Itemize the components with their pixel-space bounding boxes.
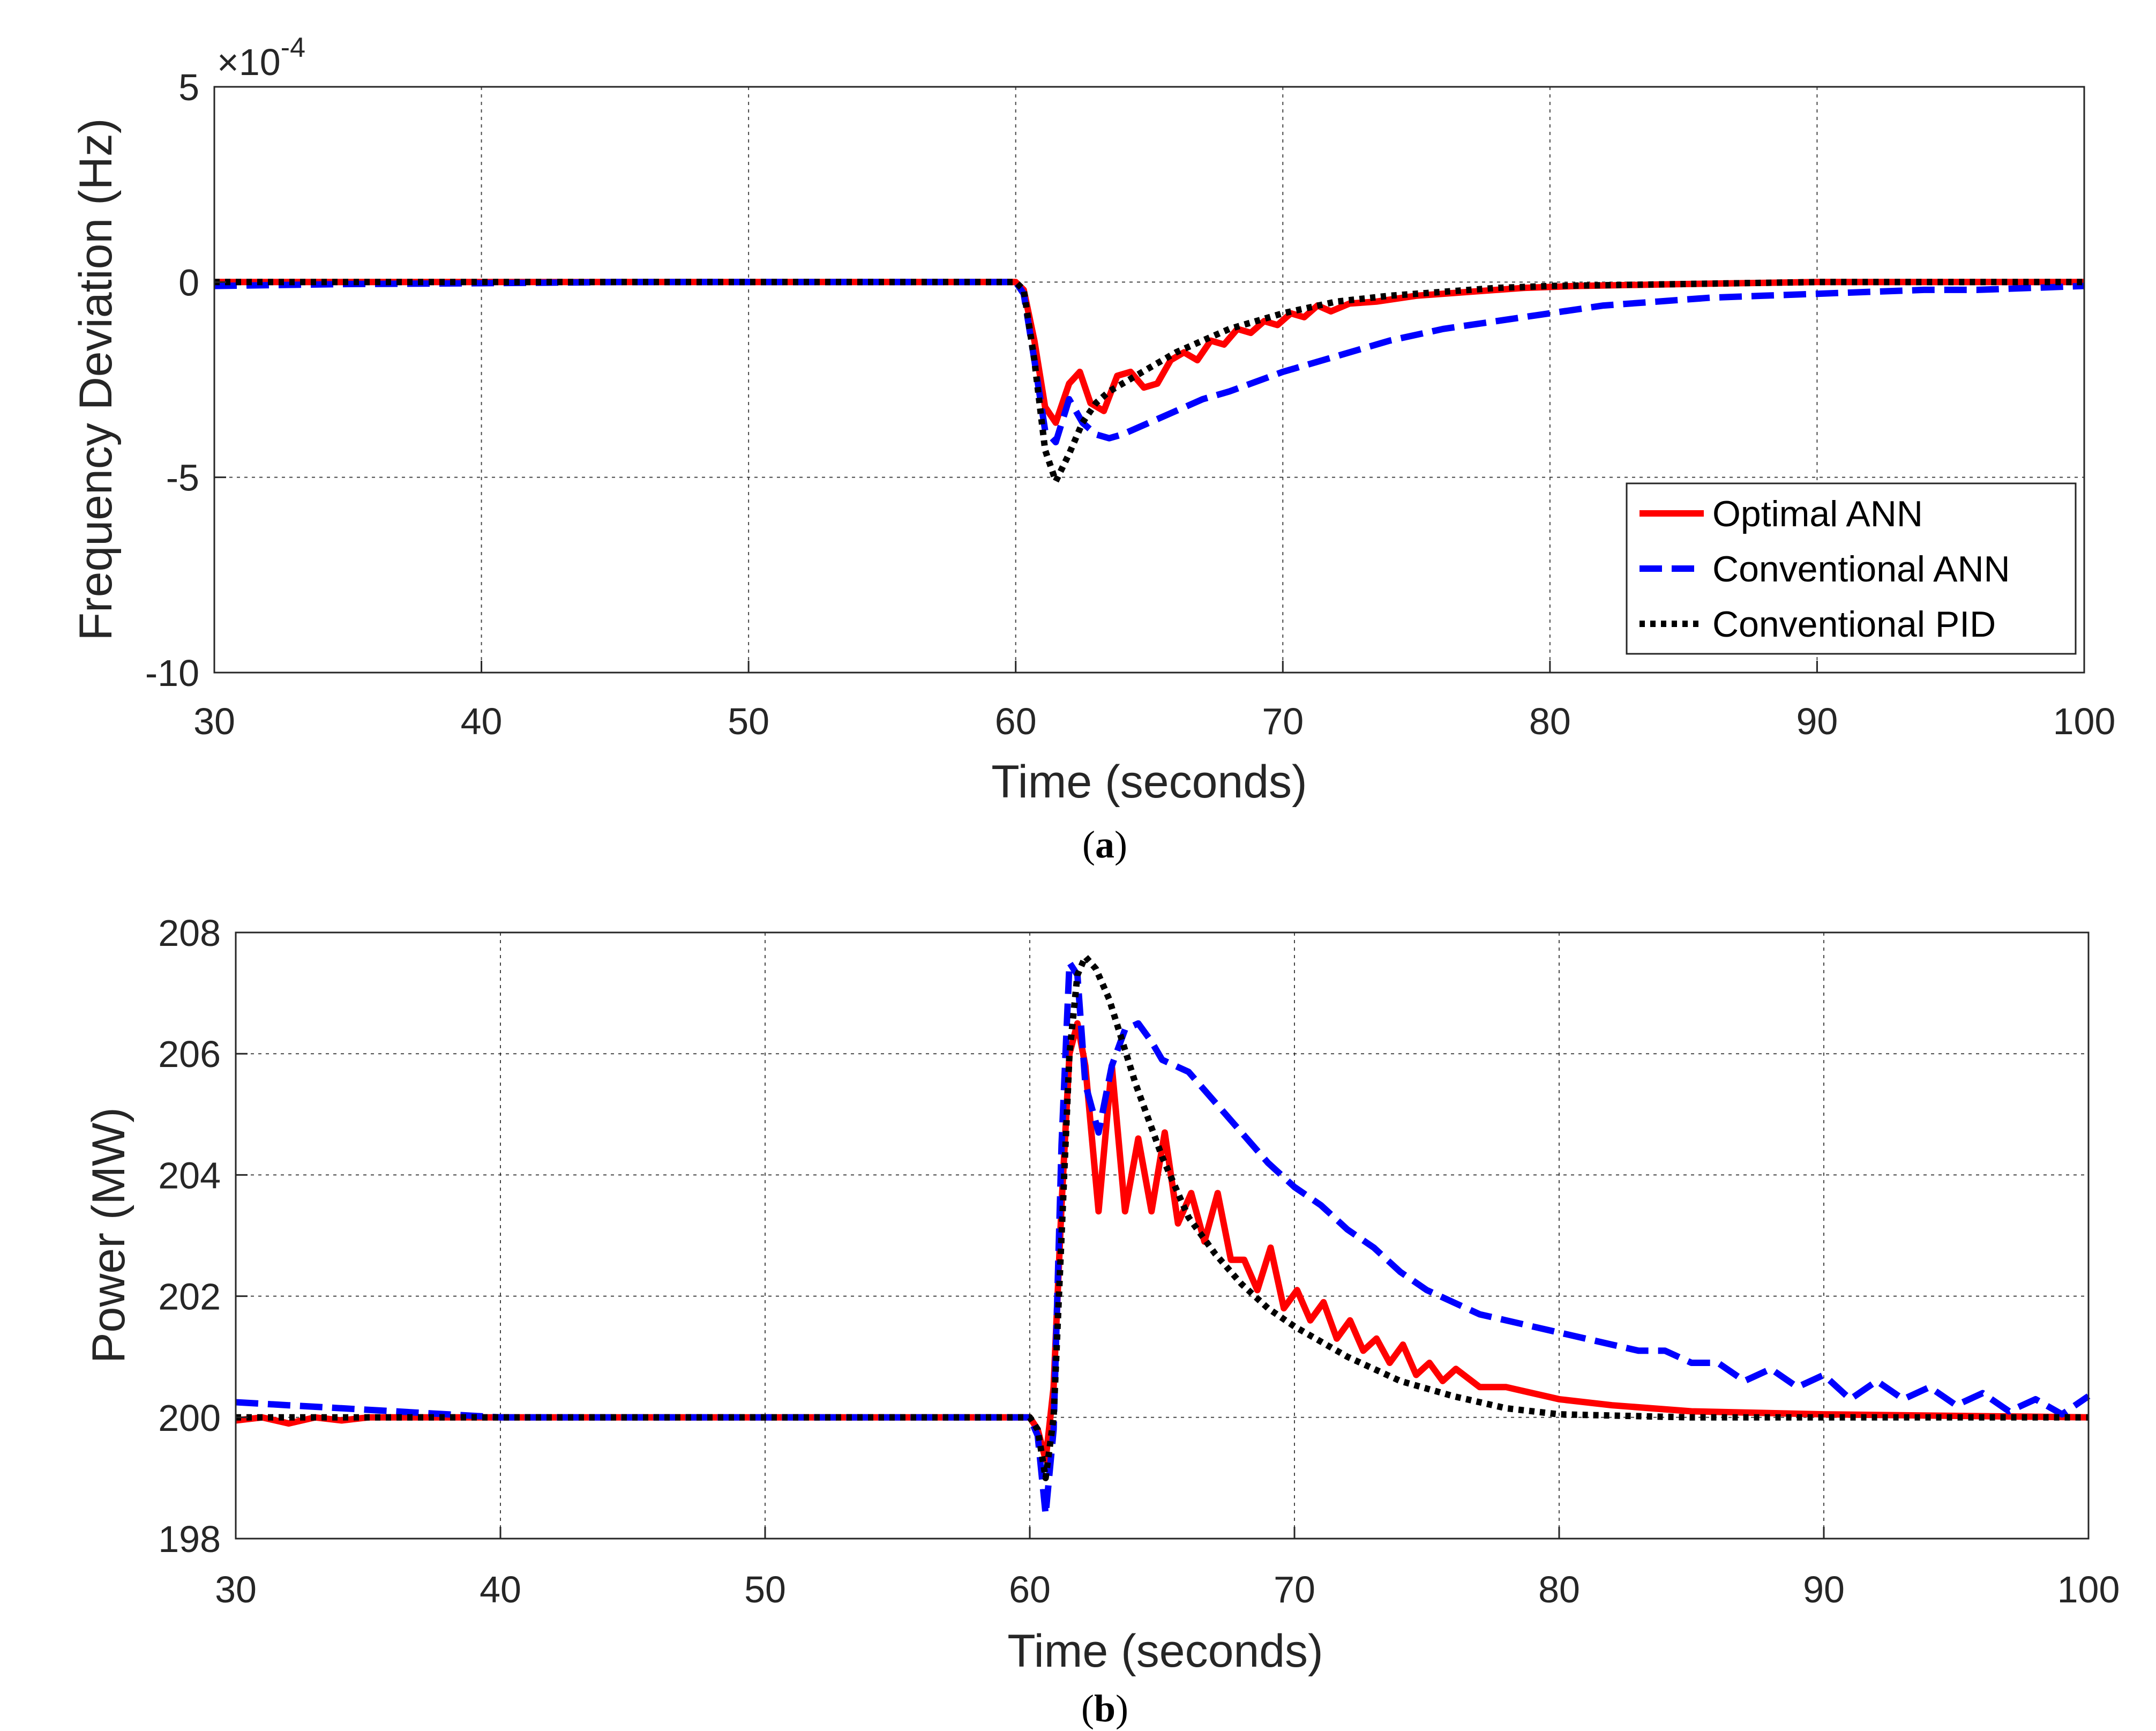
series-lines-b — [235, 953, 2091, 1518]
y-tick-label: 5 — [178, 66, 199, 108]
x-tick-label: 100 — [2057, 1569, 2120, 1610]
x-tick-label: 60 — [1009, 1569, 1051, 1610]
panel-label-b: (b) — [1081, 1687, 1128, 1730]
series-conventional-pid — [214, 279, 2084, 484]
y-tick-label: 202 — [158, 1276, 221, 1318]
x-tick-label: 50 — [728, 700, 769, 742]
x-tick-label: 40 — [461, 700, 503, 742]
series-conventional-ann — [214, 279, 2085, 446]
grid-b — [236, 932, 2088, 1539]
x-ticks-a: 30 40 50 60 70 80 90 100 — [193, 661, 2115, 742]
y-exponent-base: ×10 — [217, 41, 281, 83]
x-axis-label-b: Time (seconds) — [1007, 1625, 1323, 1677]
legend-label-optimal-ann: Optimal ANN — [1712, 494, 1923, 534]
x-tick-label: 50 — [744, 1569, 786, 1610]
y-ticks-b: 208 206 204 202 200 198 — [158, 912, 248, 1560]
legend: Optimal ANN Conventional ANN Conventiona… — [1626, 482, 2077, 655]
y-axis-label-b: Power (MW) — [83, 1107, 134, 1363]
y-tick-label: 200 — [158, 1397, 221, 1439]
x-tick-label: 30 — [215, 1569, 257, 1610]
x-tick-label: 100 — [2053, 700, 2116, 742]
x-tick-label: 90 — [1796, 700, 1838, 742]
plot-frame-b — [235, 931, 2090, 1540]
series-conventional-ann — [235, 959, 2091, 1518]
x-tick-label: 80 — [1529, 700, 1571, 742]
panel-label-a: (a) — [1082, 823, 1127, 866]
legend-label-conventional-ann: Conventional ANN — [1712, 549, 2010, 590]
y-tick-label: -5 — [166, 457, 199, 499]
y-tick-label: 206 — [158, 1033, 221, 1075]
x-tick-label: 90 — [1803, 1569, 1845, 1610]
series-optimal-ann — [235, 1020, 2089, 1463]
x-tick-label: 80 — [1538, 1569, 1580, 1610]
x-axis-label-a: Time (seconds) — [991, 756, 1307, 808]
y-exponent-a: ×10-4 — [217, 32, 305, 83]
x-tick-label: 60 — [995, 700, 1037, 742]
chart-power: 30 40 50 60 70 80 90 100 208 206 204 202 200 198 Tim… — [83, 912, 2120, 1730]
y-tick-label: 208 — [158, 912, 221, 954]
series-lines-a — [214, 279, 2085, 484]
series-conventional-pid — [236, 953, 2088, 1481]
series-optimal-ann — [214, 279, 2084, 426]
y-exponent-power: -4 — [281, 32, 305, 63]
chart-frequency-deviation: 30 40 50 60 70 80 90 100 50-5-10 ×10-4 Time (se… — [70, 32, 2115, 866]
plot-frame-a — [213, 86, 2085, 674]
x-tick-label: 30 — [193, 700, 235, 742]
y-tick-label: 204 — [158, 1154, 221, 1196]
x-ticks-b: 30 40 50 60 70 80 90 100 — [215, 1527, 2120, 1610]
y-axis-label-a: Frequency Deviation (Hz) — [70, 118, 122, 640]
x-tick-label: 40 — [480, 1569, 521, 1610]
y-tick-label: 198 — [158, 1518, 221, 1560]
grid-a — [214, 87, 2084, 673]
y-tick-label: 0 — [178, 262, 199, 303]
x-tick-label: 70 — [1262, 700, 1304, 742]
x-tick-label: 70 — [1274, 1569, 1315, 1610]
y-tick-label: -10 — [145, 652, 199, 694]
legend-label-conventional-pid: Conventional PID — [1712, 604, 1996, 645]
y-ticks-a: 5 0 -5 -10 — [145, 66, 226, 694]
